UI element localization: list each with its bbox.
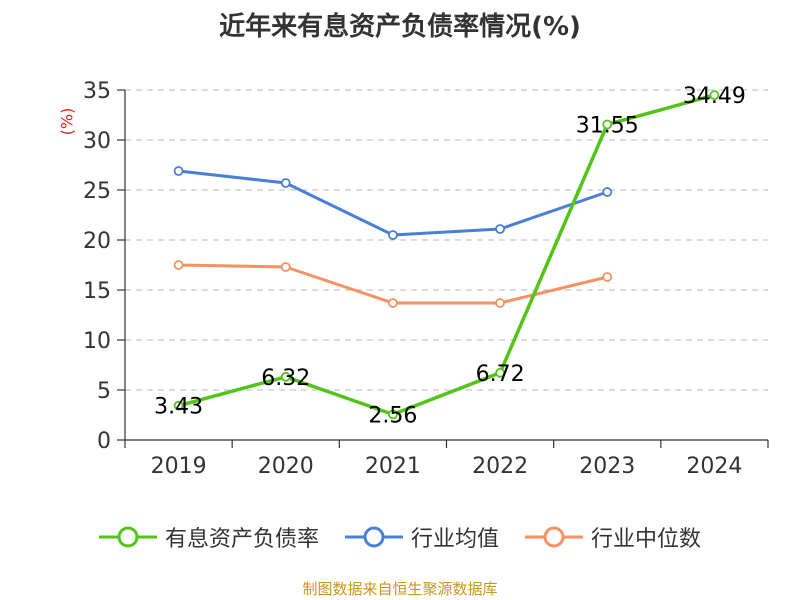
data-point bbox=[173, 400, 184, 411]
x-tick-label: 2023 bbox=[579, 454, 635, 479]
legend-item-industry-average[interactable]: 行业均值 bbox=[344, 521, 499, 553]
chart-title: 近年来有息资产负债率情况(%) bbox=[219, 12, 581, 42]
series-line bbox=[178, 93, 715, 417]
data-point bbox=[495, 224, 505, 234]
data-point bbox=[495, 367, 505, 378]
legend-swatch-green-icon bbox=[98, 526, 157, 548]
data-point bbox=[280, 178, 291, 188]
x-tick-label: 2020 bbox=[258, 454, 314, 479]
y-tick-label: 25 bbox=[83, 179, 111, 204]
x-tick-label: 2021 bbox=[365, 454, 421, 479]
y-tick-label: 35 bbox=[83, 79, 111, 104]
data-label: 6.32 bbox=[261, 366, 310, 391]
legend-swatch-blue-icon bbox=[344, 526, 403, 548]
data-point bbox=[280, 262, 291, 272]
legend-item-industry-median[interactable]: 行业中位数 bbox=[525, 521, 701, 553]
legend-label: 有息资产负债率 bbox=[164, 527, 319, 552]
data-point bbox=[173, 166, 184, 176]
data-label: 6.72 bbox=[476, 362, 525, 387]
x-tick-label: 2024 bbox=[686, 454, 742, 479]
data-point bbox=[495, 298, 505, 308]
legend-label: 行业中位数 bbox=[591, 527, 702, 552]
y-tick-label: 30 bbox=[83, 129, 111, 154]
series-line bbox=[178, 169, 608, 237]
data-source-note: 制图数据来自恒生聚源数据库 bbox=[302, 580, 498, 598]
data-point bbox=[602, 187, 613, 197]
legend-label: 行业均值 bbox=[410, 527, 499, 552]
legend-swatch-orange-icon bbox=[525, 526, 583, 548]
data-label: 34.49 bbox=[683, 84, 746, 109]
x-tick-label: 2019 bbox=[151, 454, 207, 479]
data-point bbox=[280, 371, 291, 382]
data-label: 31.55 bbox=[576, 114, 639, 139]
y-tick-label: 5 bbox=[97, 379, 111, 404]
data-label: 3.43 bbox=[154, 395, 203, 420]
legend-item-interest-debt-ratio[interactable]: 有息资产负债率 bbox=[98, 521, 319, 553]
legend: 有息资产负债率 行业均值 行业中位数 bbox=[0, 520, 800, 554]
data-label: 2.56 bbox=[368, 403, 417, 428]
data-point bbox=[709, 90, 720, 100]
data-point bbox=[388, 409, 398, 420]
data-point bbox=[388, 298, 398, 308]
x-tick-label: 2022 bbox=[472, 454, 528, 479]
data-point bbox=[602, 272, 613, 282]
data-point bbox=[173, 260, 184, 270]
data-point bbox=[602, 119, 613, 130]
y-tick-label: 10 bbox=[83, 329, 111, 354]
y-tick-label: 20 bbox=[83, 229, 111, 254]
y-tick-label: 0 bbox=[97, 429, 111, 454]
data-point bbox=[388, 230, 398, 240]
y-tick-label: 15 bbox=[83, 279, 111, 304]
